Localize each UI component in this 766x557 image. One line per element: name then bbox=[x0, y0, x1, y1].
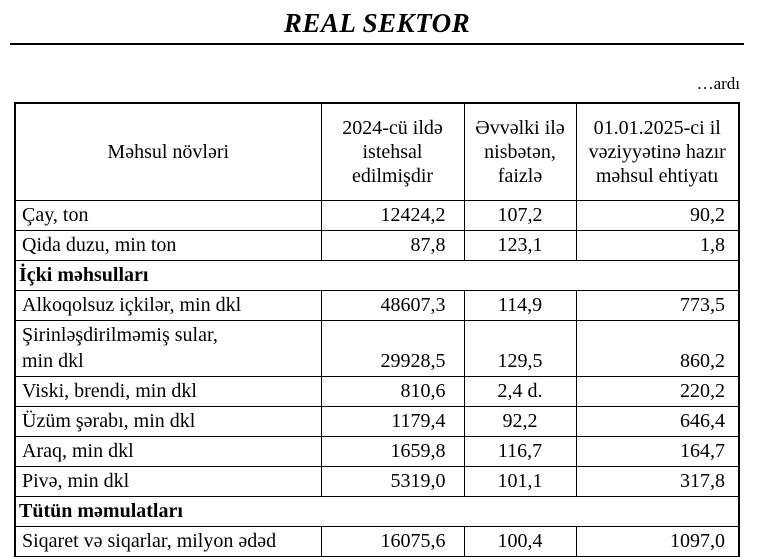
produced-value: 12424,2 bbox=[320, 200, 465, 231]
table-row: Üzüm şərabı, min dkl 1179,4 92,2 646,4 bbox=[14, 406, 740, 437]
produced-value: 48607,3 bbox=[320, 290, 465, 321]
product-label: Qida duzu, min ton bbox=[14, 230, 322, 261]
product-label: Araq, min dkl bbox=[14, 436, 322, 467]
stock-value: 773,5 bbox=[575, 290, 740, 321]
produced-value: 1179,4 bbox=[320, 406, 465, 437]
table-row: Pivə, min dkl 5319,0 101,1 317,8 bbox=[14, 466, 740, 497]
continuation-note: …ardı bbox=[696, 74, 740, 93]
stock-value: 1097,0 bbox=[575, 526, 740, 557]
product-label: Çay, ton bbox=[14, 200, 322, 231]
table-row: Araq, min dkl 1659,8 116,7 164,7 bbox=[14, 436, 740, 467]
stock-value: 860,2 bbox=[575, 320, 740, 377]
header-stock-01-01-2025: 01.01.2025-ci il vəziyyətinə hazır məhsu… bbox=[575, 102, 740, 201]
table-row: Viski, brendi, min dkl 810,6 2,4 d. 220,… bbox=[14, 376, 740, 407]
table-container: Məhsul növləri 2024-cü ildə istehsal edi… bbox=[14, 102, 740, 557]
vs-previous-value: 2,4 d. bbox=[463, 376, 577, 407]
produced-value: 87,8 bbox=[320, 230, 465, 261]
section-label: İçki məhsulları bbox=[14, 260, 740, 291]
section-header-row: Tütün məmulatları bbox=[14, 496, 740, 527]
product-label: Viski, brendi, min dkl bbox=[14, 376, 322, 407]
stock-value: 646,4 bbox=[575, 406, 740, 437]
vs-previous-value: 116,7 bbox=[463, 436, 577, 467]
vs-previous-value: 100,4 bbox=[463, 526, 577, 557]
product-label: Pivə, min dkl bbox=[14, 466, 322, 497]
stock-value: 220,2 bbox=[575, 376, 740, 407]
stock-value: 90,2 bbox=[575, 200, 740, 231]
table-header-row: Məhsul növləri 2024-cü ildə istehsal edi… bbox=[14, 102, 740, 201]
table-row: Alkoqolsuz içkilər, min dkl 48607,3 114,… bbox=[14, 290, 740, 321]
produced-value: 1659,8 bbox=[320, 436, 465, 467]
produced-value: 16075,6 bbox=[320, 526, 465, 557]
section-header-row: İçki məhsulları bbox=[14, 260, 740, 291]
table-row: Çay, ton 12424,2 107,2 90,2 bbox=[14, 200, 740, 231]
table-row: Siqaret və siqarlar, milyon ədəd 16075,6… bbox=[14, 526, 740, 557]
product-label: Üzüm şərabı, min dkl bbox=[14, 406, 322, 437]
produced-value: 5319,0 bbox=[320, 466, 465, 497]
page-title: REAL SEKTOR bbox=[283, 8, 471, 38]
vs-previous-value: 123,1 bbox=[463, 230, 577, 261]
product-label: Alkoqolsuz içkilər, min dkl bbox=[14, 290, 322, 321]
vs-previous-value: 101,1 bbox=[463, 466, 577, 497]
product-label: Şirinləşdirilməmiş sular, min dkl bbox=[14, 320, 322, 377]
products-table: Məhsul növləri 2024-cü ildə istehsal edi… bbox=[14, 102, 740, 557]
vs-previous-value: 92,2 bbox=[463, 406, 577, 437]
title-underline bbox=[10, 43, 744, 45]
table-row: Şirinləşdirilməmiş sular, min dkl 29928,… bbox=[14, 320, 740, 377]
stock-value: 164,7 bbox=[575, 436, 740, 467]
produced-value: 29928,5 bbox=[320, 320, 465, 377]
table-row: Qida duzu, min ton 87,8 123,1 1,8 bbox=[14, 230, 740, 261]
header-produced-2024: 2024-cü ildə istehsal edilmişdir bbox=[320, 102, 465, 201]
stock-value: 1,8 bbox=[575, 230, 740, 261]
header-vs-previous-percent: Əvvəlki ilə nisbətən, faizlə bbox=[463, 102, 577, 201]
section-label: Tütün məmulatları bbox=[14, 496, 740, 527]
stock-value: 317,8 bbox=[575, 466, 740, 497]
header-product-types: Məhsul növləri bbox=[14, 102, 322, 201]
vs-previous-value: 114,9 bbox=[463, 290, 577, 321]
vs-previous-value: 107,2 bbox=[463, 200, 577, 231]
produced-value: 810,6 bbox=[320, 376, 465, 407]
product-label: Siqaret və siqarlar, milyon ədəd bbox=[14, 526, 322, 557]
vs-previous-value: 129,5 bbox=[463, 320, 577, 377]
